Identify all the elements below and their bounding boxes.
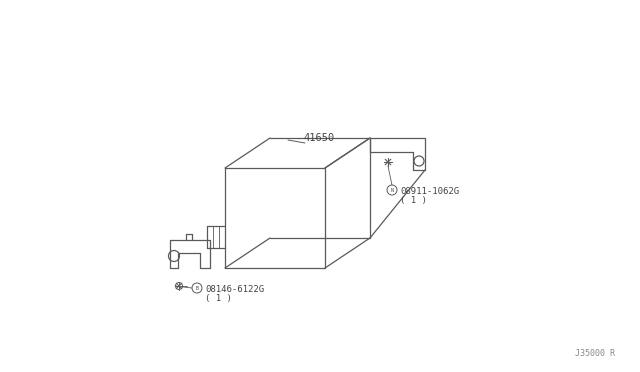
- Text: ( 1 ): ( 1 ): [400, 196, 427, 205]
- Text: J35000 R: J35000 R: [575, 349, 615, 358]
- Text: N: N: [390, 187, 394, 192]
- Text: 41650: 41650: [303, 133, 334, 143]
- Text: B: B: [196, 285, 198, 291]
- Text: 08911-1062G: 08911-1062G: [400, 187, 459, 196]
- Text: 08146-6122G: 08146-6122G: [205, 285, 264, 294]
- Text: ( 1 ): ( 1 ): [205, 294, 232, 303]
